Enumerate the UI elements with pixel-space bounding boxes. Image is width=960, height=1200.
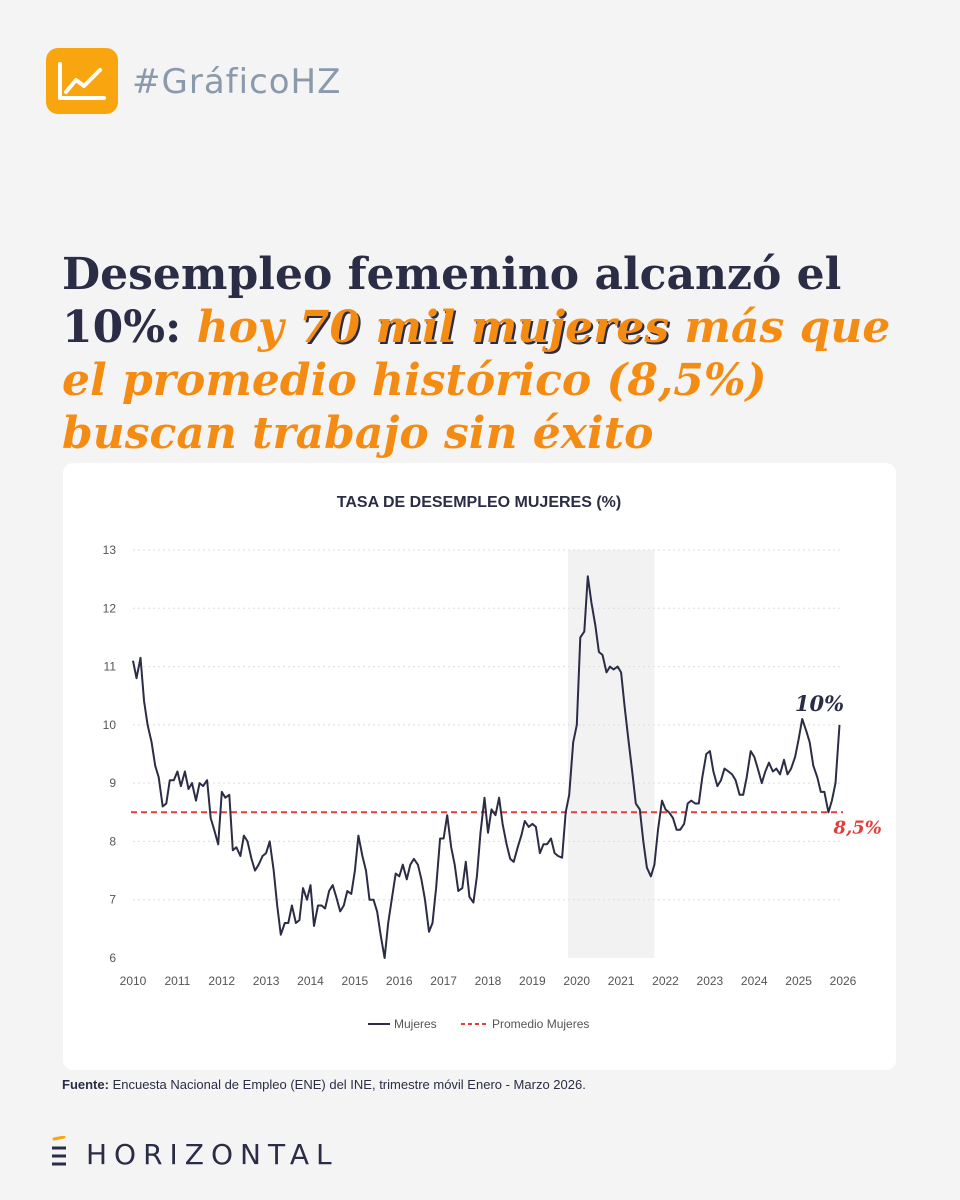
headline-highlight: 70 mil mujeres xyxy=(298,302,670,353)
hashtag-label: #GráficoHZ xyxy=(132,62,342,102)
y-tick-label: 11 xyxy=(104,660,117,674)
unemployment-chart: TASA DE DESEMPLEO MUJERES (%) 6 7 8 9 10 11 12… xyxy=(103,494,882,1031)
y-tick-label: 10 xyxy=(103,718,117,732)
annotation-latest: 10% xyxy=(795,691,844,716)
series-line-mujeres xyxy=(132,575,841,959)
x-tick-label: 2013 xyxy=(253,974,280,988)
headline: Desempleo femenino alcanzó el 10%: hoy 7… xyxy=(62,248,922,460)
annotation-average: 8,5% xyxy=(832,817,881,838)
y-tick-label: 8 xyxy=(109,834,116,848)
y-tick-label: 12 xyxy=(103,601,117,615)
x-tick-label: 2010 xyxy=(120,974,147,988)
chart-title: TASA DE DESEMPLEO MUJERES (%) xyxy=(337,494,621,511)
x-tick-label: 2025 xyxy=(785,974,812,988)
y-tick-label: 9 xyxy=(109,776,116,790)
headline-part4: más que el promedio histórico (8,5%) bus… xyxy=(62,302,891,459)
x-tick-label: 2021 xyxy=(608,974,635,988)
horizontal-logo-icon xyxy=(48,1135,72,1173)
source-note: Fuente: Encuesta Nacional de Empleo (ENE… xyxy=(62,1077,586,1092)
x-tick-label: 2016 xyxy=(386,974,413,988)
x-tick-label: 2018 xyxy=(475,974,502,988)
shaded-period xyxy=(567,550,655,958)
headline-part1: Desempleo femenino alcanzó el 10%: xyxy=(62,249,842,353)
x-tick-label: 2017 xyxy=(430,974,457,988)
legend-label-promedio: Promedio Mujeres xyxy=(492,1017,589,1031)
x-tick-label: 2012 xyxy=(208,974,235,988)
brand-wordmark: HORIZONTAL xyxy=(86,1138,339,1171)
source-text: Encuesta Nacional de Empleo (ENE) del IN… xyxy=(108,1077,586,1092)
line-chart-icon xyxy=(46,48,118,114)
x-tick-label: 2024 xyxy=(741,974,768,988)
y-tick-label: 6 xyxy=(109,951,116,965)
source-label: Fuente: xyxy=(62,1077,109,1092)
x-tick-label: 2019 xyxy=(519,974,546,988)
x-tick-label: 2022 xyxy=(652,974,679,988)
headline-part2: hoy xyxy=(196,302,299,353)
x-tick-label: 2015 xyxy=(342,974,369,988)
x-tick-label: 2014 xyxy=(297,974,324,988)
legend-label-mujeres: Mujeres xyxy=(394,1017,437,1031)
x-tick-label: 2026 xyxy=(830,974,857,988)
y-tick-label: 7 xyxy=(109,893,116,907)
x-tick-label: 2011 xyxy=(164,974,190,988)
chart-card: TASA DE DESEMPLEO MUJERES (%) 6 7 8 9 10 11 12… xyxy=(63,463,896,1070)
y-tick-label: 13 xyxy=(103,543,117,557)
x-tick-label: 2023 xyxy=(697,974,724,988)
x-tick-label: 2020 xyxy=(563,974,590,988)
